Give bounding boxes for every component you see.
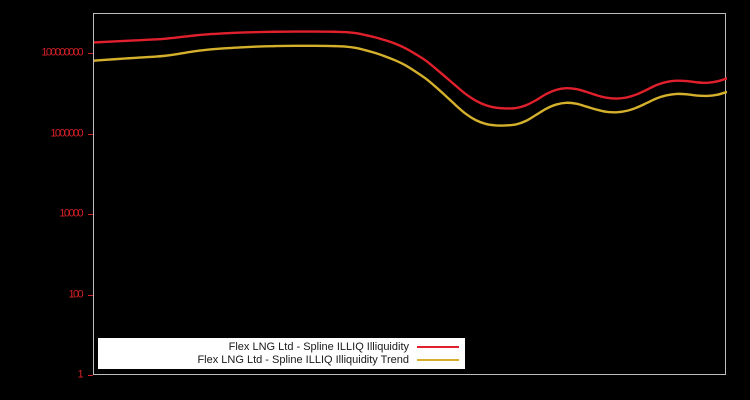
plot-area [93, 13, 727, 375]
y-axis-tick-mark [88, 53, 93, 54]
y-axis-tick-mark [88, 295, 93, 296]
legend-item-label: Flex LNG Ltd - Spline ILLIQ Illiquidity [228, 341, 409, 353]
y-axis-tick-label: 100000000 [41, 46, 83, 59]
y-axis-tick-label: 10000 [59, 207, 83, 220]
legend-color-swatch [417, 359, 459, 361]
legend-item[interactable]: Flex LNG Ltd - Spline ILLIQ Illiquidity … [102, 354, 459, 366]
chart-legend: Flex LNG Ltd - Spline ILLIQ Illiquidity F… [98, 338, 465, 369]
y-axis-tick-mark [88, 214, 93, 215]
y-axis-tick-label: 100 [68, 288, 83, 301]
y-axis-tick-label: 1 [77, 368, 83, 381]
plot-svg [94, 30, 727, 127]
legend-item[interactable]: Flex LNG Ltd - Spline ILLIQ Illiquidity [102, 341, 459, 353]
series-line-1 [94, 30, 727, 110]
series-line-2 [94, 44, 727, 127]
legend-item-label: Flex LNG Ltd - Spline ILLIQ Illiquidity … [197, 354, 409, 366]
y-axis-tick-label: 1000000 [50, 127, 83, 140]
y-axis-tick-mark [88, 375, 93, 376]
y-axis-tick-mark [88, 134, 93, 135]
y-axis: 100000000 1000000 10000 100 1 [0, 0, 93, 400]
legend-color-swatch [417, 346, 459, 348]
